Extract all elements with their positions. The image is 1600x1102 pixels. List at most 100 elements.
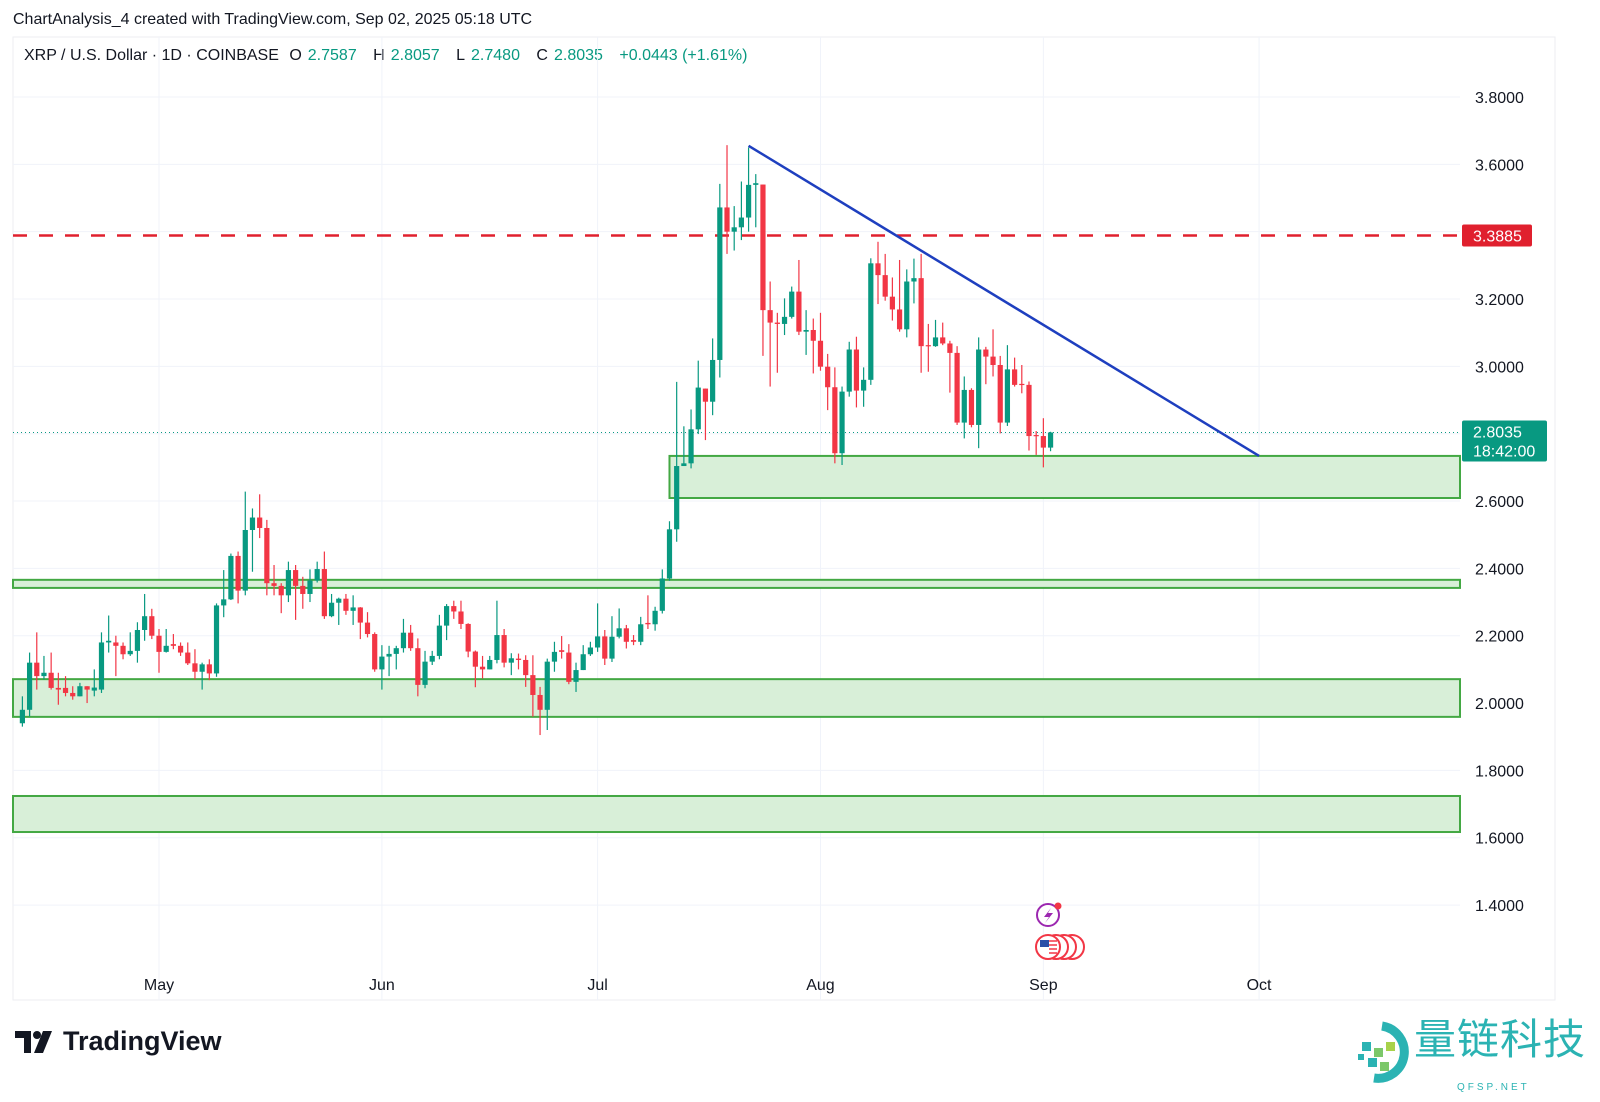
symbol-name[interactable]: XRP / U.S. Dollar · 1D · COINBASE	[24, 47, 279, 64]
candle-down	[530, 675, 536, 695]
candle-up	[142, 616, 148, 630]
candle-down	[918, 278, 924, 347]
x-tick-label: May	[144, 977, 174, 994]
candle-up	[551, 651, 558, 662]
watermark-text: 量链科技	[1414, 1015, 1587, 1064]
candle-up	[379, 656, 385, 670]
y-tick-label: 2.4000	[1475, 561, 1524, 578]
tradingview-logo[interactable]: TradingView	[15, 1026, 222, 1057]
candle-up	[400, 632, 407, 649]
candle-up	[932, 337, 939, 347]
candle-up	[386, 653, 392, 657]
x-tick-label: Aug	[806, 977, 834, 994]
support-zone	[12, 794, 1461, 834]
candle-down	[968, 389, 975, 425]
candle-down	[602, 636, 608, 659]
candle-down	[702, 388, 709, 402]
candle-down	[559, 650, 565, 652]
descending-trendline	[747, 144, 1260, 457]
candle-up	[976, 349, 982, 425]
candle-down	[1026, 384, 1032, 437]
candle-up	[249, 517, 256, 530]
open-number: 2.7587	[307, 47, 357, 64]
x-tick-label: Oct	[1247, 977, 1272, 994]
candle-down	[300, 585, 306, 594]
tradingview-logo-text: TradingView	[63, 1026, 222, 1056]
candle-up	[861, 379, 867, 391]
candle-up	[638, 624, 644, 642]
candle-down	[408, 632, 414, 649]
candle-up	[609, 636, 615, 659]
candle-up	[681, 463, 687, 467]
low-number: 2.7480	[471, 47, 520, 64]
candle-up	[436, 625, 443, 656]
candle-up	[731, 227, 737, 232]
candle-up	[616, 628, 622, 637]
candle-up	[580, 654, 586, 671]
candle-up	[961, 389, 967, 423]
candle-down	[357, 607, 363, 623]
candle-up	[745, 184, 752, 218]
y-tick-label: 2.2000	[1475, 629, 1524, 646]
close-value: C 2.8035	[536, 47, 609, 64]
high-number: 2.8057	[390, 47, 440, 64]
support-zone	[12, 678, 1461, 718]
candle-down	[623, 628, 629, 642]
flag-canton	[1040, 940, 1049, 947]
symbol-legend: XRP / U.S. Dollar · 1D · COINBASE O 2.758…	[24, 47, 753, 65]
chart-frame	[12, 36, 1556, 1001]
y-tick-label: 1.8000	[1475, 763, 1524, 780]
candle-up	[846, 349, 852, 392]
candle-up	[695, 387, 701, 430]
candle-up	[307, 580, 313, 594]
y-tick-label: 2.0000	[1475, 696, 1524, 713]
candle-down	[825, 366, 831, 388]
x-tick-label: Jun	[369, 977, 395, 994]
candle-up	[904, 281, 910, 330]
y-tick-label: 2.6000	[1475, 494, 1524, 511]
y-tick-label: 3.2000	[1475, 292, 1524, 309]
candle-down	[896, 309, 903, 330]
watermark-logo: 量链科技 QFSP.NET	[1352, 1018, 1597, 1102]
candle-down	[113, 642, 119, 646]
candle-up	[163, 645, 169, 652]
candle-down	[170, 644, 176, 646]
candle-up	[134, 629, 141, 651]
candle-down	[997, 365, 1003, 423]
candle-down	[156, 635, 162, 652]
candle-up	[1047, 432, 1054, 448]
candle-up	[688, 429, 694, 464]
bar-countdown-label: 18:42:00	[1473, 444, 1535, 461]
candle-down	[774, 322, 780, 324]
candle-down	[940, 337, 946, 344]
candle-up	[127, 650, 133, 655]
y-tick-label: 3.6000	[1475, 157, 1524, 174]
candle-up	[753, 183, 759, 185]
open-value: O 2.7587	[289, 47, 362, 64]
candle-up	[738, 217, 744, 228]
candle-down	[271, 583, 277, 586]
candle-up	[77, 686, 83, 697]
candle-up	[659, 578, 665, 611]
candle-down	[278, 585, 284, 596]
candle-up	[487, 659, 493, 670]
candle-up	[422, 661, 428, 685]
candle-down	[515, 658, 522, 660]
candle-down	[120, 645, 126, 655]
y-tick-label: 1.4000	[1475, 898, 1524, 915]
candle-up	[674, 466, 680, 530]
candle-up	[508, 658, 514, 663]
watermark-subtext: QFSP.NET	[1457, 1082, 1530, 1093]
candle-up	[98, 642, 105, 690]
lightning-glyph	[1044, 908, 1053, 923]
candle-up	[573, 670, 579, 682]
candle-up	[328, 602, 335, 617]
candle-down	[48, 672, 54, 688]
candle-down	[925, 345, 931, 347]
candle-down	[479, 666, 486, 670]
candle-up	[199, 664, 205, 672]
candle-down	[321, 569, 327, 617]
candle-up	[228, 555, 234, 600]
candle-up	[839, 391, 845, 454]
